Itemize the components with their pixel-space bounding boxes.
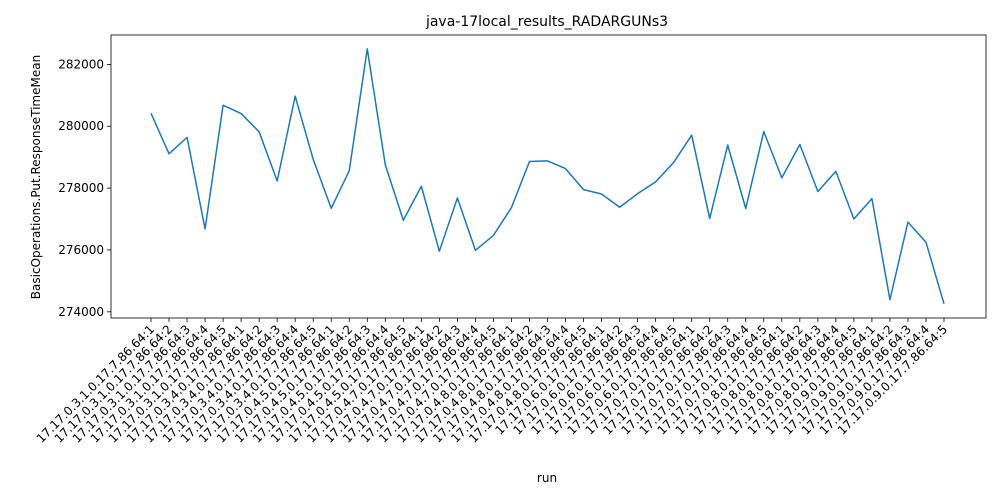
- y-axis-label: BasicOperations.Put.ResponseTimeMean: [29, 55, 43, 299]
- series-line: [150, 48, 945, 304]
- y-tick-label: 276000: [58, 243, 104, 257]
- y-tick-label: 278000: [58, 181, 104, 195]
- y-tick-label: 280000: [58, 119, 104, 133]
- y-tick-label: 282000: [58, 57, 104, 71]
- y-tick-label: 274000: [58, 305, 104, 319]
- plot-frame: [110, 34, 987, 319]
- chart-title: java-17local_results_RADARGUNs3: [425, 14, 668, 30]
- x-axis-label: run: [537, 471, 557, 485]
